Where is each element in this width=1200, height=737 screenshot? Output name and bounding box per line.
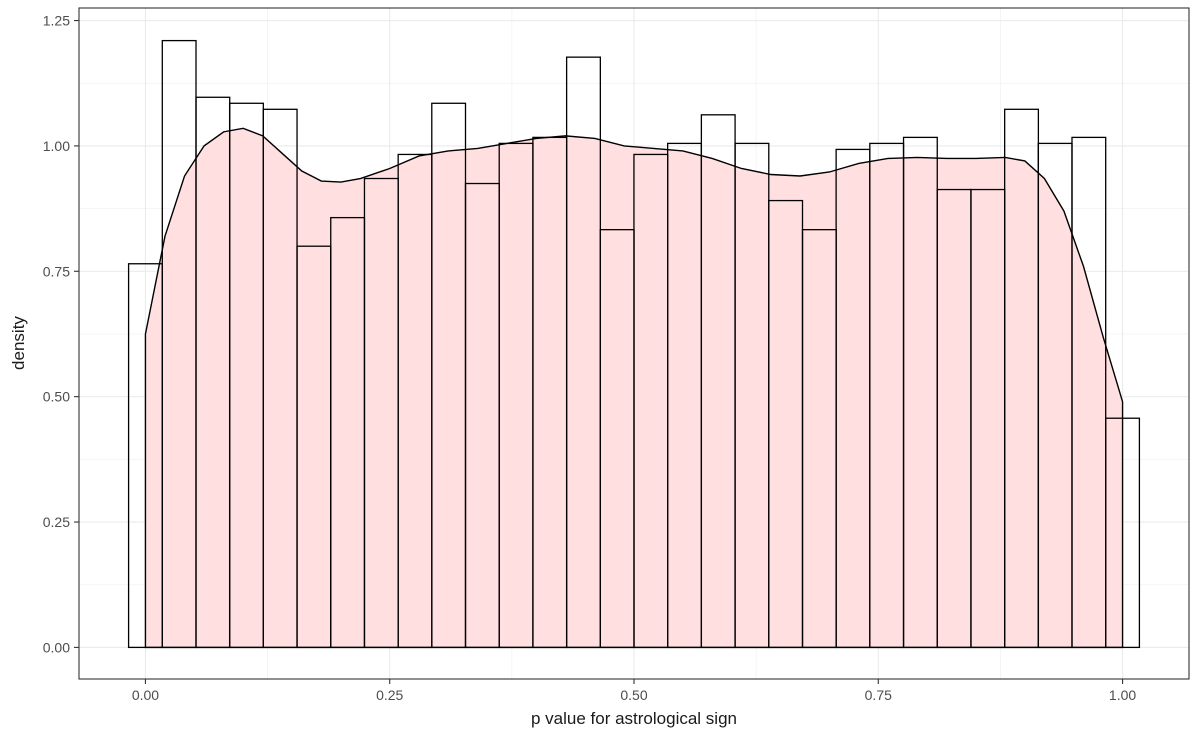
x-tick-label: 0.00 [132,687,159,703]
y-tick-label: 0.75 [43,263,70,279]
y-tick-label: 1.25 [43,13,70,29]
y-tick-label: 0.00 [43,639,70,655]
x-tick-label: 0.50 [620,687,647,703]
y-tick-label: 0.25 [43,514,70,530]
y-tick-label: 1.00 [43,138,70,154]
density-curve-line [144,127,1124,649]
y-axis-title: density [9,316,28,370]
x-tick-label: 0.75 [865,687,892,703]
x-tick-label: 0.25 [376,687,403,703]
x-axis-ticks: 0.00 0.25 0.50 0.75 1.00 [132,679,1136,703]
y-axis-ticks: 0.00 0.25 0.50 0.75 1.00 1.25 [43,13,79,655]
x-axis-title: p value for astrological sign [531,709,737,728]
x-tick-label: 1.00 [1109,687,1136,703]
y-tick-label: 0.50 [43,389,70,405]
